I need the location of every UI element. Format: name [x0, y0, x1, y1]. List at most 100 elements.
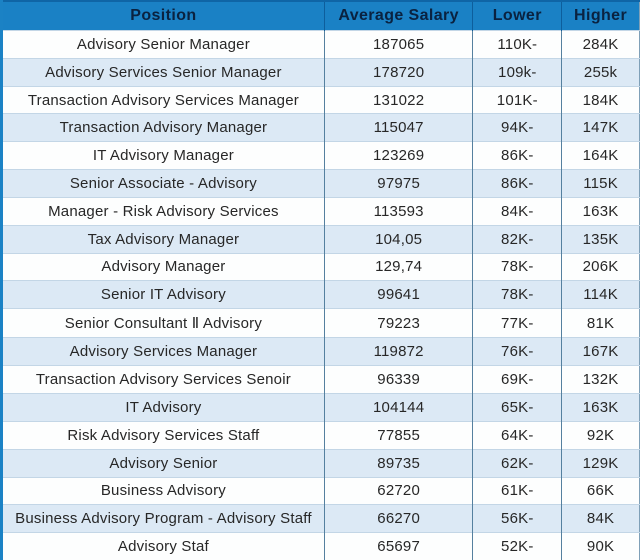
- average-salary-cell: 187065: [323, 30, 473, 59]
- average-salary-cell: 178720: [323, 57, 473, 87]
- lower-cell: 76K-: [472, 337, 562, 366]
- position-cell: IT Advisory: [1, 393, 325, 422]
- lower-cell: 78K-: [472, 280, 562, 309]
- position-cell: Advisory Staf: [1, 532, 325, 560]
- table-row: Transaction Advisory Services Manager 131…: [1, 85, 640, 114]
- average-salary-cell: 99641: [323, 280, 473, 309]
- average-salary-cell: 66270: [323, 504, 473, 533]
- table-row: IT Advisory 104144 65K- 163K: [1, 393, 640, 422]
- table-row: Transaction Advisory Manager 115047 94K- 14…: [1, 113, 640, 142]
- table-row: IT Advisory Manager 123269 86K- 164K: [1, 141, 640, 170]
- position-cell: Risk Advisory Services Staff: [1, 420, 325, 450]
- table-row: Senior Consultant Ⅱ Advisory 79223 77K- 81K: [1, 308, 640, 338]
- higher-cell: 255k: [561, 57, 640, 87]
- higher-cell: 132K: [561, 365, 640, 394]
- higher-cell: 84K: [561, 504, 640, 533]
- average-salary-cell: 96339: [323, 365, 473, 394]
- position-cell: IT Advisory Manager: [1, 141, 325, 170]
- position-cell: Business Advisory Program - Advisory Sta…: [1, 504, 325, 533]
- lower-cell: 94K-: [472, 113, 562, 142]
- lower-cell: 84K-: [472, 196, 562, 226]
- position-cell: Advisory Services Senior Manager: [1, 57, 325, 87]
- position-cell: Transaction Advisory Services Senoir: [1, 365, 325, 394]
- higher-cell: 284K: [561, 30, 640, 59]
- lower-cell: 101K-: [472, 85, 562, 114]
- table-row: Manager - Risk Advisory Services 113593 84…: [1, 196, 640, 226]
- lower-cell: 69K-: [472, 365, 562, 394]
- table-row: Risk Advisory Services Staff 77855 64K- 92K: [1, 420, 640, 450]
- lower-cell: 109k-: [472, 57, 562, 87]
- table-row: Advisory Manager 129,74 78K- 206K: [1, 252, 640, 281]
- position-cell: Advisory Senior Manager: [1, 30, 325, 59]
- lower-cell: 61K-: [472, 476, 562, 505]
- table-row: Advisory Senior 89735 62K- 129K: [1, 448, 640, 478]
- lower-cell: 78K-: [472, 252, 562, 281]
- lower-cell: 52K-: [472, 532, 562, 560]
- higher-cell: 135K: [561, 224, 640, 253]
- average-salary-cell: 65697: [323, 532, 473, 560]
- position-cell: Transaction Advisory Manager: [1, 113, 325, 142]
- higher-cell: 92K: [561, 420, 640, 450]
- position-cell: Advisory Senior: [1, 448, 325, 478]
- average-salary-cell: 123269: [323, 141, 473, 170]
- column-header-position: Position: [1, 1, 325, 31]
- position-cell: Transaction Advisory Services Manager: [1, 85, 325, 114]
- higher-cell: 66K: [561, 476, 640, 505]
- higher-cell: 114K: [561, 280, 640, 309]
- column-header-average-salary: Average Salary: [323, 1, 473, 31]
- position-cell: Senior Consultant Ⅱ Advisory: [1, 308, 325, 338]
- lower-cell: 62K-: [472, 448, 562, 478]
- table-row: Tax Advisory Manager 104,05 82K- 135K: [1, 224, 640, 253]
- position-cell: Advisory Manager: [1, 252, 325, 281]
- average-salary-cell: 113593: [323, 196, 473, 226]
- average-salary-cell: 131022: [323, 85, 473, 114]
- lower-cell: 86K-: [472, 141, 562, 170]
- higher-cell: 167K: [561, 337, 640, 366]
- lower-cell: 86K-: [472, 169, 562, 198]
- lower-cell: 64K-: [472, 420, 562, 450]
- average-salary-cell: 89735: [323, 448, 473, 478]
- position-cell: Business Advisory: [1, 476, 325, 505]
- table-row: Transaction Advisory Services Senoir 9633…: [1, 365, 640, 394]
- position-cell: Senior Associate - Advisory: [1, 169, 325, 198]
- average-salary-cell: 79223: [323, 308, 473, 338]
- position-cell: Tax Advisory Manager: [1, 224, 325, 253]
- table-row: Business Advisory Program - Advisory Sta…: [1, 504, 640, 533]
- average-salary-cell: 62720: [323, 476, 473, 505]
- table-row: Advisory Staf 65697 52K- 90K: [1, 532, 640, 560]
- table-row: Senior IT Advisory 99641 78K- 114K: [1, 280, 640, 309]
- lower-cell: 82K-: [472, 224, 562, 253]
- average-salary-cell: 77855: [323, 420, 473, 450]
- higher-cell: 129K: [561, 448, 640, 478]
- higher-cell: 164K: [561, 141, 640, 170]
- table-row: Advisory Senior Manager 187065 110K- 284K: [1, 30, 640, 59]
- position-cell: Advisory Services Manager: [1, 337, 325, 366]
- higher-cell: 184K: [561, 85, 640, 114]
- lower-cell: 65K-: [472, 393, 562, 422]
- average-salary-cell: 129,74: [323, 252, 473, 281]
- average-salary-cell: 97975: [323, 169, 473, 198]
- column-header-higher: Higher: [561, 1, 640, 31]
- lower-cell: 77K-: [472, 308, 562, 338]
- higher-cell: 90K: [561, 532, 640, 560]
- average-salary-cell: 104,05: [323, 224, 473, 253]
- higher-cell: 206K: [561, 252, 640, 281]
- header-row: Position Average Salary Lower Higher: [1, 1, 640, 31]
- position-cell: Manager - Risk Advisory Services: [1, 196, 325, 226]
- higher-cell: 81K: [561, 308, 640, 338]
- average-salary-cell: 104144: [323, 393, 473, 422]
- table-row: Advisory Services Senior Manager 178720 10…: [1, 57, 640, 87]
- higher-cell: 163K: [561, 393, 640, 422]
- table-row: Senior Associate - Advisory 97975 86K- 115K: [1, 169, 640, 198]
- column-header-lower: Lower: [472, 1, 562, 31]
- average-salary-cell: 119872: [323, 337, 473, 366]
- higher-cell: 163K: [561, 196, 640, 226]
- table-row: Business Advisory 62720 61K- 66K: [1, 476, 640, 505]
- lower-cell: 56K-: [472, 504, 562, 533]
- lower-cell: 110K-: [472, 30, 562, 59]
- average-salary-cell: 115047: [323, 113, 473, 142]
- higher-cell: 147K: [561, 113, 640, 142]
- higher-cell: 115K: [561, 169, 640, 198]
